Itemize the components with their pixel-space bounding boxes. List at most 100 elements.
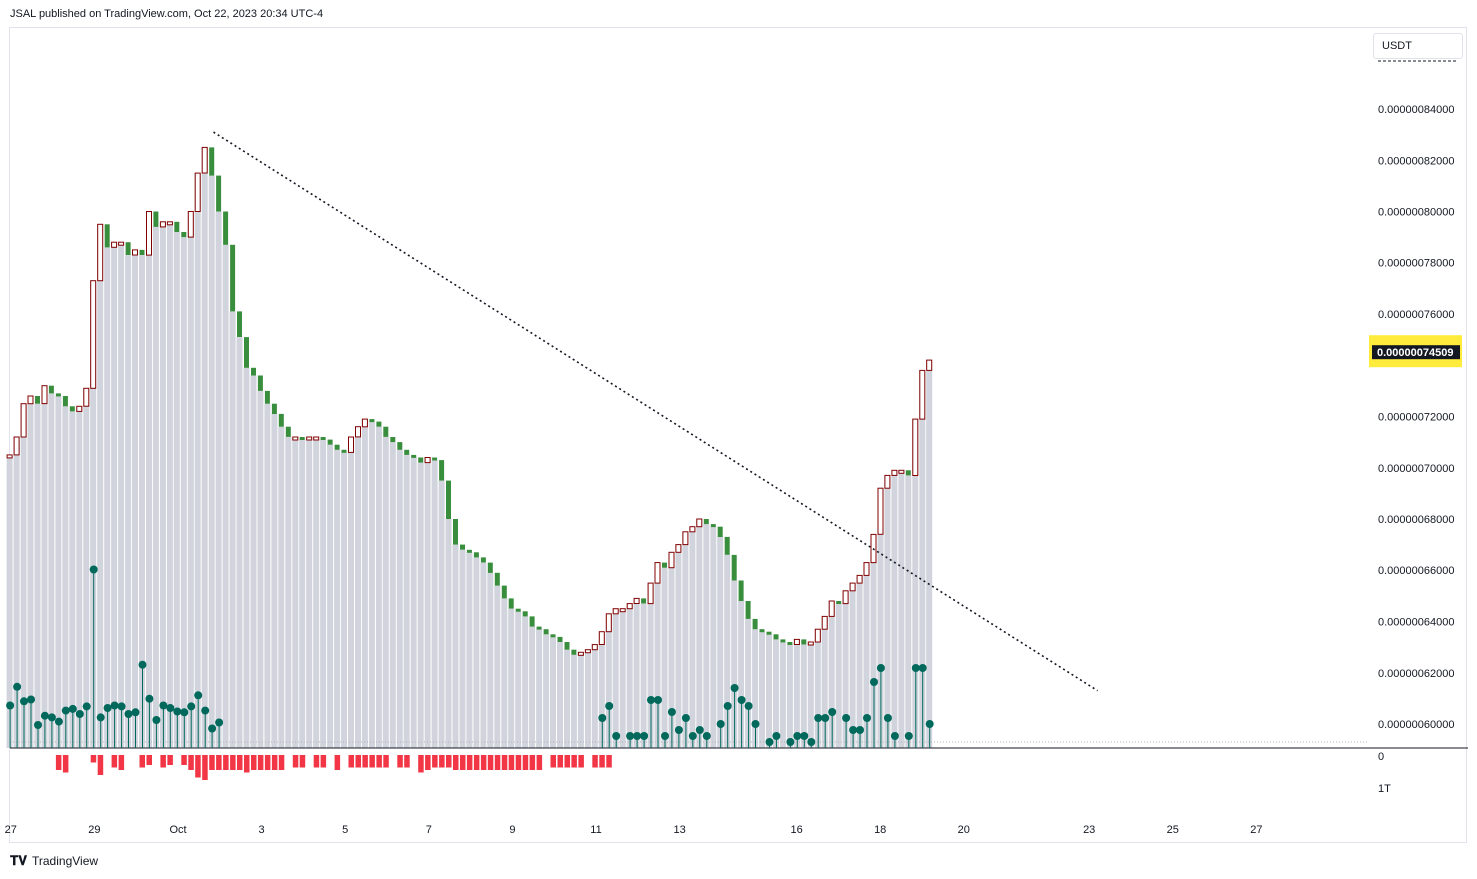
candle-bear [139,249,145,255]
negative-bar [55,755,62,770]
negative-bar [501,755,508,770]
volume-bar [285,437,292,748]
candle-bull [201,146,208,174]
candle-bear [411,454,417,458]
negative-bar [230,755,236,770]
volume-bar [27,396,34,748]
volume-bar [452,544,459,748]
candle-bull [807,641,814,646]
volume-bar [919,370,926,748]
candle-bull [355,426,361,438]
negative-bar [446,755,452,768]
pin-dot [793,732,802,740]
pin-dot [96,713,105,722]
volume-bar [779,642,786,748]
pin-dot [786,738,795,746]
candle-bear [390,437,396,443]
pin-dot [208,724,217,733]
negative-bar [299,755,306,768]
brand-label: TradingView [32,854,99,868]
volume-bar [180,237,187,748]
time-tick-label: 9 [509,824,515,836]
pin-dot [61,706,70,715]
negative-bar [195,755,201,778]
negative-bar [62,755,69,773]
negative-bar [522,755,529,770]
candle-bear [641,598,647,604]
pin-dot [723,702,732,710]
pin-dot [89,565,98,574]
pin-dot [890,732,899,740]
candle-bear [446,480,451,519]
candle-bear [766,631,772,635]
volume-bar [891,470,898,748]
candle-bull [577,651,584,656]
candle-bear [501,585,507,599]
chart-frame [9,27,1467,843]
candle-bear [334,444,340,450]
candle-bear [216,175,222,212]
candle-bull [118,241,125,246]
volume-bar [146,211,152,748]
candle-bull [793,638,800,646]
time-tick-label: 25 [1167,824,1179,836]
negative-bar [508,755,515,770]
negative-bar [111,755,118,768]
volume-bar [612,608,619,748]
candle-bear [125,242,131,255]
pin-dot [6,701,15,710]
price-tick-label: 0.00000064000 [1378,617,1454,629]
volume-bar [20,403,27,748]
negative-bar [118,755,125,770]
volume-bar [396,449,403,748]
volume-bar [222,244,229,749]
candle-bear [787,642,793,645]
candle-bear [174,221,180,232]
pin-dot [674,726,683,734]
negative-bar [244,755,250,773]
candle-bear [453,519,458,545]
candle-bull [682,531,689,546]
volume-bar [348,437,354,748]
volume-bar [403,454,410,748]
volume-bar [800,644,807,748]
candle-bear [230,244,236,312]
volume-bar [870,534,877,748]
pin-dot [863,714,871,722]
indicator-tick-label: 1T [1378,783,1391,795]
negative-bar [167,755,173,765]
pin-dot [667,708,676,716]
negative-bar [313,755,320,768]
volume-bar [898,470,905,748]
pin-dot [598,714,607,722]
volume-bar [194,173,201,749]
volume-bar [584,649,591,748]
pin-dot [751,720,760,728]
volume-bar [849,583,856,748]
candle-bear [104,224,110,248]
candle-bear [557,636,563,642]
volume-bar [6,454,13,748]
currency-selector[interactable]: USDT [1373,33,1463,59]
pin-dot [159,701,168,710]
pin-dot [54,717,63,726]
volume-profile [6,147,933,749]
time-tick-label: 16 [790,824,802,836]
volume-bar [605,613,612,748]
negative-bar [564,755,570,768]
volume-bar [334,449,341,748]
footer-brand[interactable]: 𝐓𝐕 TradingView [10,853,98,869]
time-tick-label: 13 [673,824,685,836]
pin-dot [75,710,84,718]
price-tick-label: 0.00000068000 [1378,514,1454,526]
price-tag-box [1372,345,1460,360]
volume-bar [264,403,271,748]
negative-bar [439,755,445,768]
negative-bar [473,755,480,770]
candle-bear [209,147,215,176]
candle-bull [675,544,682,553]
time-tick-label: Oct [169,824,186,836]
volume-bar [459,549,466,749]
candle-bull [90,280,97,389]
